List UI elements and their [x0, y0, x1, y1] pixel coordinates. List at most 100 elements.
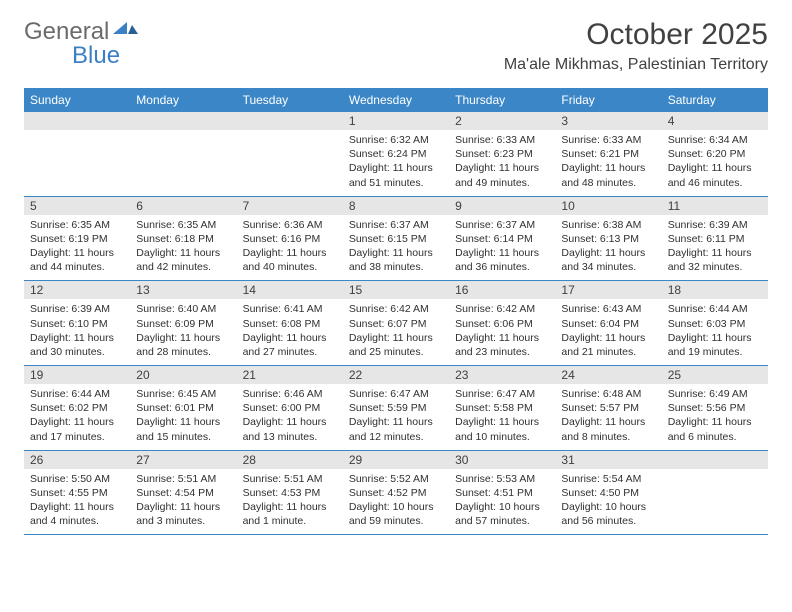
sunrise-text: Sunrise: 6:41 AM	[243, 302, 337, 316]
day-cell: Sunrise: 6:44 AMSunset: 6:02 PMDaylight:…	[24, 384, 130, 450]
sunset-text: Sunset: 6:14 PM	[455, 232, 549, 246]
daylight-text: Daylight: 11 hours and 15 minutes.	[136, 415, 230, 443]
day-header-mon: Monday	[130, 88, 236, 112]
sunrise-text: Sunrise: 5:53 AM	[455, 472, 549, 486]
sunset-text: Sunset: 5:56 PM	[668, 401, 762, 415]
daylight-text: Daylight: 11 hours and 10 minutes.	[455, 415, 549, 443]
sunrise-text: Sunrise: 6:44 AM	[668, 302, 762, 316]
day-number: 21	[237, 366, 343, 384]
day-cell: Sunrise: 6:46 AMSunset: 6:00 PMDaylight:…	[237, 384, 343, 450]
daylight-text: Daylight: 11 hours and 1 minute.	[243, 500, 337, 528]
sunset-text: Sunset: 6:24 PM	[349, 147, 443, 161]
daylight-text: Daylight: 11 hours and 51 minutes.	[349, 161, 443, 189]
sunset-text: Sunset: 4:50 PM	[561, 486, 655, 500]
day-number	[130, 112, 236, 130]
sunrise-text: Sunrise: 6:39 AM	[30, 302, 124, 316]
sunset-text: Sunset: 5:59 PM	[349, 401, 443, 415]
day-number: 3	[555, 112, 661, 130]
day-number: 14	[237, 281, 343, 299]
day-number: 10	[555, 197, 661, 215]
day-cell: Sunrise: 6:45 AMSunset: 6:01 PMDaylight:…	[130, 384, 236, 450]
week-row: 262728293031Sunrise: 5:50 AMSunset: 4:55…	[24, 451, 768, 536]
day-header-thu: Thursday	[449, 88, 555, 112]
day-number	[237, 112, 343, 130]
day-cell	[237, 130, 343, 196]
sunrise-text: Sunrise: 6:37 AM	[349, 218, 443, 232]
sunset-text: Sunset: 6:16 PM	[243, 232, 337, 246]
day-cell	[662, 469, 768, 535]
sunset-text: Sunset: 5:58 PM	[455, 401, 549, 415]
day-cell: Sunrise: 6:36 AMSunset: 6:16 PMDaylight:…	[237, 215, 343, 281]
day-number: 12	[24, 281, 130, 299]
day-cell: Sunrise: 6:33 AMSunset: 6:23 PMDaylight:…	[449, 130, 555, 196]
location: Ma'ale Mikhmas, Palestinian Territory	[504, 56, 768, 74]
sunrise-text: Sunrise: 6:42 AM	[349, 302, 443, 316]
day-number: 19	[24, 366, 130, 384]
day-cell: Sunrise: 6:42 AMSunset: 6:07 PMDaylight:…	[343, 299, 449, 365]
daylight-text: Daylight: 11 hours and 27 minutes.	[243, 331, 337, 359]
day-number: 23	[449, 366, 555, 384]
sunrise-text: Sunrise: 6:39 AM	[668, 218, 762, 232]
sunrise-text: Sunrise: 5:51 AM	[243, 472, 337, 486]
day-header-sun: Sunday	[24, 88, 130, 112]
title-block: October 2025 Ma'ale Mikhmas, Palestinian…	[504, 18, 768, 74]
sunrise-text: Sunrise: 6:35 AM	[30, 218, 124, 232]
daylight-text: Daylight: 11 hours and 34 minutes.	[561, 246, 655, 274]
daylight-text: Daylight: 11 hours and 49 minutes.	[455, 161, 549, 189]
daylight-text: Daylight: 11 hours and 17 minutes.	[30, 415, 124, 443]
daylight-text: Daylight: 11 hours and 48 minutes.	[561, 161, 655, 189]
daylight-text: Daylight: 11 hours and 28 minutes.	[136, 331, 230, 359]
sunset-text: Sunset: 6:09 PM	[136, 317, 230, 331]
daylight-text: Daylight: 11 hours and 46 minutes.	[668, 161, 762, 189]
daylight-text: Daylight: 11 hours and 13 minutes.	[243, 415, 337, 443]
daylight-text: Daylight: 11 hours and 6 minutes.	[668, 415, 762, 443]
sunrise-text: Sunrise: 6:49 AM	[668, 387, 762, 401]
sunset-text: Sunset: 6:02 PM	[30, 401, 124, 415]
sunset-text: Sunset: 4:53 PM	[243, 486, 337, 500]
sunrise-text: Sunrise: 6:40 AM	[136, 302, 230, 316]
logo-text-blue: Blue	[72, 42, 120, 70]
daylight-text: Daylight: 11 hours and 32 minutes.	[668, 246, 762, 274]
calendar: Sunday Monday Tuesday Wednesday Thursday…	[24, 88, 768, 535]
daylight-text: Daylight: 11 hours and 36 minutes.	[455, 246, 549, 274]
sunrise-text: Sunrise: 6:47 AM	[455, 387, 549, 401]
day-cell: Sunrise: 6:47 AMSunset: 5:59 PMDaylight:…	[343, 384, 449, 450]
sunset-text: Sunset: 6:08 PM	[243, 317, 337, 331]
sunrise-text: Sunrise: 6:45 AM	[136, 387, 230, 401]
daylight-text: Daylight: 11 hours and 44 minutes.	[30, 246, 124, 274]
day-number: 24	[555, 366, 661, 384]
sunset-text: Sunset: 6:10 PM	[30, 317, 124, 331]
day-header-tue: Tuesday	[237, 88, 343, 112]
sunrise-text: Sunrise: 6:43 AM	[561, 302, 655, 316]
day-cell: Sunrise: 6:35 AMSunset: 6:19 PMDaylight:…	[24, 215, 130, 281]
day-number	[24, 112, 130, 130]
day-cell: Sunrise: 6:49 AMSunset: 5:56 PMDaylight:…	[662, 384, 768, 450]
sunrise-text: Sunrise: 6:32 AM	[349, 133, 443, 147]
day-cell: Sunrise: 6:32 AMSunset: 6:24 PMDaylight:…	[343, 130, 449, 196]
day-cell: Sunrise: 6:41 AMSunset: 6:08 PMDaylight:…	[237, 299, 343, 365]
month-title: October 2025	[504, 18, 768, 52]
day-header-wed: Wednesday	[343, 88, 449, 112]
day-cell: Sunrise: 6:39 AMSunset: 6:10 PMDaylight:…	[24, 299, 130, 365]
daylight-text: Daylight: 11 hours and 19 minutes.	[668, 331, 762, 359]
daylight-text: Daylight: 11 hours and 3 minutes.	[136, 500, 230, 528]
sunset-text: Sunset: 6:04 PM	[561, 317, 655, 331]
sunrise-text: Sunrise: 6:44 AM	[30, 387, 124, 401]
day-cell: Sunrise: 5:50 AMSunset: 4:55 PMDaylight:…	[24, 469, 130, 535]
sunrise-text: Sunrise: 6:47 AM	[349, 387, 443, 401]
daylight-text: Daylight: 11 hours and 42 minutes.	[136, 246, 230, 274]
day-cell: Sunrise: 5:53 AMSunset: 4:51 PMDaylight:…	[449, 469, 555, 535]
sunset-text: Sunset: 6:03 PM	[668, 317, 762, 331]
sunset-text: Sunset: 6:21 PM	[561, 147, 655, 161]
sunset-text: Sunset: 6:07 PM	[349, 317, 443, 331]
day-number: 17	[555, 281, 661, 299]
daylight-text: Daylight: 11 hours and 30 minutes.	[30, 331, 124, 359]
day-cell: Sunrise: 6:34 AMSunset: 6:20 PMDaylight:…	[662, 130, 768, 196]
day-cell: Sunrise: 6:33 AMSunset: 6:21 PMDaylight:…	[555, 130, 661, 196]
day-cell: Sunrise: 6:39 AMSunset: 6:11 PMDaylight:…	[662, 215, 768, 281]
day-number: 7	[237, 197, 343, 215]
sunrise-text: Sunrise: 6:36 AM	[243, 218, 337, 232]
day-number: 27	[130, 451, 236, 469]
daylight-text: Daylight: 11 hours and 38 minutes.	[349, 246, 443, 274]
daylight-text: Daylight: 11 hours and 8 minutes.	[561, 415, 655, 443]
